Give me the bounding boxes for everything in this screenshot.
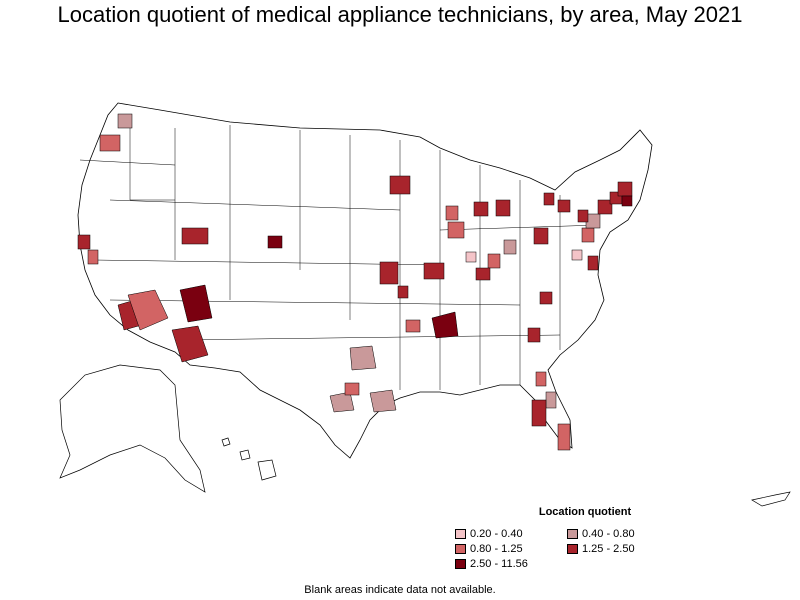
footnote: Blank areas indicate data not available.: [304, 584, 496, 596]
alaska-outline: [59, 364, 206, 493]
area-syracuse: [557, 199, 571, 213]
legend: Location quotient 0.20 - 0.40 0.40 - 0.8…: [455, 506, 695, 570]
area-cincinnati: [487, 253, 501, 269]
legend-swatch-3: [567, 544, 578, 554]
shaded-areas: [77, 113, 633, 451]
area-memphis: [431, 311, 459, 339]
continental-us-outline: [77, 102, 653, 459]
area-albany: [577, 209, 589, 223]
area-austin: [329, 391, 355, 413]
area-milwaukee: [445, 205, 459, 221]
area-seattle: [117, 113, 133, 129]
state-boundaries: [79, 125, 601, 390]
area-boston: [617, 181, 633, 197]
map-title: Location quotient of medical appliance t…: [57, 2, 743, 27]
area-kansascity: [379, 261, 399, 285]
area-dallas: [349, 345, 377, 371]
territory-islands: [751, 491, 791, 507]
area-buffalo: [543, 192, 555, 206]
area-pittsburgh: [533, 227, 549, 245]
area-minneapolis: [389, 175, 411, 195]
area-indianapolis: [465, 251, 477, 263]
legend-item-4: 2.50 - 11.56: [455, 558, 567, 570]
legend-grid: 0.20 - 0.40 0.40 - 0.80 0.80 - 1.25 1.25…: [455, 528, 695, 570]
area-portland: [99, 134, 121, 152]
area-louisville: [475, 267, 491, 281]
area-columbus: [503, 239, 517, 255]
legend-label-3: 1.25 - 2.50: [582, 543, 635, 555]
legend-item-2: 0.80 - 1.25: [455, 543, 567, 555]
legend-title: Location quotient: [538, 506, 632, 518]
area-gainesville: [545, 391, 557, 409]
area-richmond: [571, 249, 583, 261]
area-charlotte: [539, 291, 553, 305]
area-sanjose: [87, 249, 99, 265]
legend-item-3: 1.25 - 2.50: [567, 543, 687, 555]
area-phoenix: [171, 325, 209, 363]
area-tampa: [531, 399, 547, 427]
legend-label-2: 0.80 - 1.25: [470, 543, 523, 555]
legend-label-4: 2.50 - 11.56: [470, 558, 528, 570]
legend-swatch-2: [455, 544, 466, 554]
area-newhaven: [621, 195, 633, 207]
legend-item-1: 0.40 - 0.80: [567, 528, 687, 540]
area-detroit: [495, 199, 511, 217]
area-norfolk: [587, 255, 599, 271]
area-shreveport: [344, 382, 360, 396]
area-chicago: [447, 221, 465, 239]
area-atlanta: [527, 327, 541, 343]
legend-item-0: 0.20 - 0.40: [455, 528, 567, 540]
legend-swatch-0: [455, 529, 466, 539]
area-springfield: [397, 285, 409, 299]
legend-label-1: 0.40 - 0.80: [582, 528, 635, 540]
area-flagstaff: [179, 284, 213, 323]
area-miami: [557, 423, 571, 451]
area-riverside: [127, 289, 169, 331]
area-baltimore: [581, 227, 595, 243]
area-stlouis: [423, 262, 445, 280]
legend-swatch-4: [455, 559, 466, 569]
area-saltlake: [181, 227, 209, 245]
legend-label-0: 0.20 - 0.40: [470, 528, 523, 540]
area-houston: [369, 389, 397, 413]
legend-swatch-1: [567, 529, 578, 539]
area-denver: [267, 235, 283, 249]
area-tulsa: [405, 319, 421, 333]
area-sf: [77, 234, 91, 250]
hawaii-islands: [221, 437, 277, 481]
area-newyork: [597, 199, 613, 215]
area-grandrapids: [473, 201, 489, 217]
area-jacksonville: [535, 371, 547, 387]
